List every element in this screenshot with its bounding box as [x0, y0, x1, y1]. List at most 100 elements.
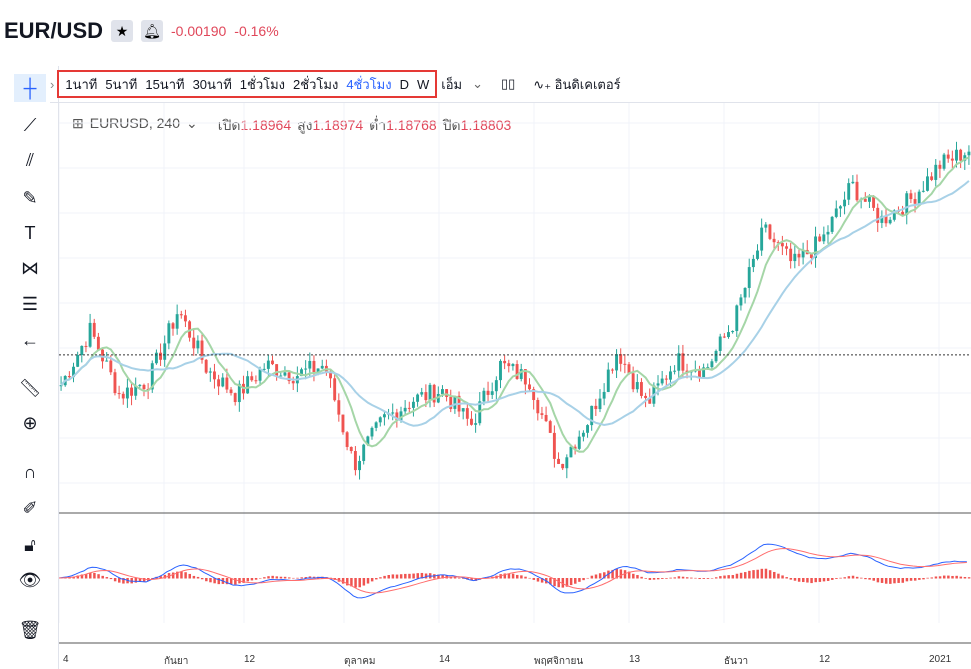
candle [706, 367, 710, 369]
candle [76, 354, 80, 367]
candle [905, 193, 909, 215]
trash-icon[interactable]: 🗑︎ [18, 619, 42, 640]
candle [175, 314, 179, 329]
candle-type-icon[interactable]: ▯▯ [500, 76, 516, 91]
candle [822, 234, 826, 242]
candle [142, 384, 146, 390]
zoom-in-icon[interactable]: ⊕ [22, 412, 38, 433]
candle [200, 340, 204, 360]
text-icon[interactable]: T [24, 222, 36, 243]
tf-w[interactable]: W [416, 76, 430, 92]
candle [163, 343, 167, 360]
candle [959, 149, 963, 161]
candle [772, 238, 776, 243]
candle [623, 363, 627, 365]
tf-1h[interactable]: 1ชั่วโมง [239, 76, 286, 92]
macd-histogram-bar [669, 577, 672, 579]
macd-histogram-bar [192, 575, 196, 579]
macd-histogram-bar [773, 571, 776, 579]
macd-histogram-bar [453, 576, 457, 579]
timeframe-group: 1นาที 5นาที 15นาที 30นาที 1ชั่วโมง 2ชั่ว… [57, 70, 438, 98]
candle [416, 394, 420, 402]
brush-icon[interactable]: ✎ [22, 187, 38, 208]
macd-histogram-bar [706, 578, 710, 579]
price-chart[interactable] [59, 103, 971, 648]
macd-histogram-bar [959, 576, 963, 579]
lock-icon[interactable]: 🔓︎ [24, 534, 36, 555]
ohlc-legend: ⊞ EURUSD, 240 ⌄ เปิด1.18964 สูง1.18974 ต่… [72, 115, 511, 137]
indicators-button[interactable]: ∿₊ อินดิเคเตอร์ [533, 74, 620, 95]
tf-d[interactable]: D [399, 76, 409, 92]
trend-line-icon[interactable]: ⟋ [23, 114, 37, 135]
candle [395, 412, 399, 421]
candle [901, 211, 905, 215]
candle [337, 400, 341, 415]
chevron-down-icon[interactable]: ⌄ [472, 76, 483, 91]
macd-histogram-bar [698, 578, 701, 580]
candle [283, 372, 287, 376]
star-icon[interactable]: ★ [111, 20, 134, 42]
candle [300, 369, 303, 377]
tf-30m[interactable]: 30นาที [192, 76, 232, 92]
candle [528, 384, 531, 390]
candle [598, 398, 602, 410]
macd-histogram-bar [416, 573, 419, 579]
macd-histogram-bar [288, 577, 291, 579]
tf-15m[interactable]: 15นาที [145, 76, 185, 92]
macd-histogram-bar [258, 578, 262, 579]
candle [424, 392, 428, 401]
macd-histogram-bar [918, 578, 921, 580]
candle [362, 444, 366, 461]
macd-histogram-bar [275, 576, 279, 579]
macd-histogram-bar [84, 574, 88, 579]
macd-histogram-bar [524, 576, 527, 579]
macd-histogram-bar [569, 578, 573, 586]
macd-histogram-bar [292, 577, 295, 579]
chevron-right-icon[interactable]: › [50, 76, 55, 92]
bell-icon[interactable]: 🔔︎ [141, 20, 164, 42]
more-timeframes[interactable]: เอ็ม [441, 76, 463, 92]
tf-1m[interactable]: 1นาที [65, 76, 98, 92]
macd-histogram-bar [118, 578, 121, 583]
candle [764, 224, 768, 228]
candle [830, 216, 834, 232]
macd-histogram-bar [744, 572, 747, 579]
candle [329, 372, 332, 379]
fib-icon[interactable]: ⫽ [25, 149, 35, 170]
magnet-icon[interactable]: ∩ [23, 461, 37, 482]
pattern-icon[interactable]: ⋈ [21, 257, 39, 278]
macd-histogram-bar [138, 578, 142, 582]
macd-histogram-bar [80, 574, 84, 579]
macd-histogram-bar [217, 578, 221, 585]
tf-5m[interactable]: 5นาที [105, 76, 138, 92]
ruler-icon[interactable]: 📏︎ [18, 377, 42, 398]
candle [134, 385, 138, 396]
candle [760, 227, 764, 251]
tf-2h[interactable]: 2ชั่วโมง [293, 76, 339, 92]
macd-line [59, 543, 967, 599]
tf-4h[interactable]: 4ชั่วโมง [346, 76, 392, 92]
candle [739, 297, 743, 306]
candle [801, 249, 805, 258]
candle [590, 405, 594, 426]
indicators-icon: ∿₊ [533, 76, 555, 92]
macd-histogram-bar [424, 573, 428, 579]
crosshair-icon[interactable]: ┼ [14, 74, 46, 102]
candle [121, 393, 125, 399]
candle [594, 405, 598, 410]
macd-histogram-bar [536, 578, 540, 582]
eye-icon[interactable]: 👁︎ [18, 569, 42, 590]
candle [884, 215, 888, 224]
lock-drawing-icon[interactable]: ✐ [22, 497, 38, 518]
candle [271, 360, 274, 365]
macd-histogram-bar [768, 570, 772, 579]
prediction-icon[interactable]: ☰ [21, 293, 39, 314]
macd-histogram-bar [354, 578, 357, 588]
macd-histogram-bar [296, 577, 299, 579]
macd-histogram-bar [358, 578, 361, 588]
candle [615, 354, 619, 371]
candle [814, 236, 817, 258]
back-arrow-icon[interactable]: ← [21, 329, 39, 350]
macd-histogram-bar [623, 570, 627, 579]
x-tick-label: 2021 [929, 654, 952, 665]
